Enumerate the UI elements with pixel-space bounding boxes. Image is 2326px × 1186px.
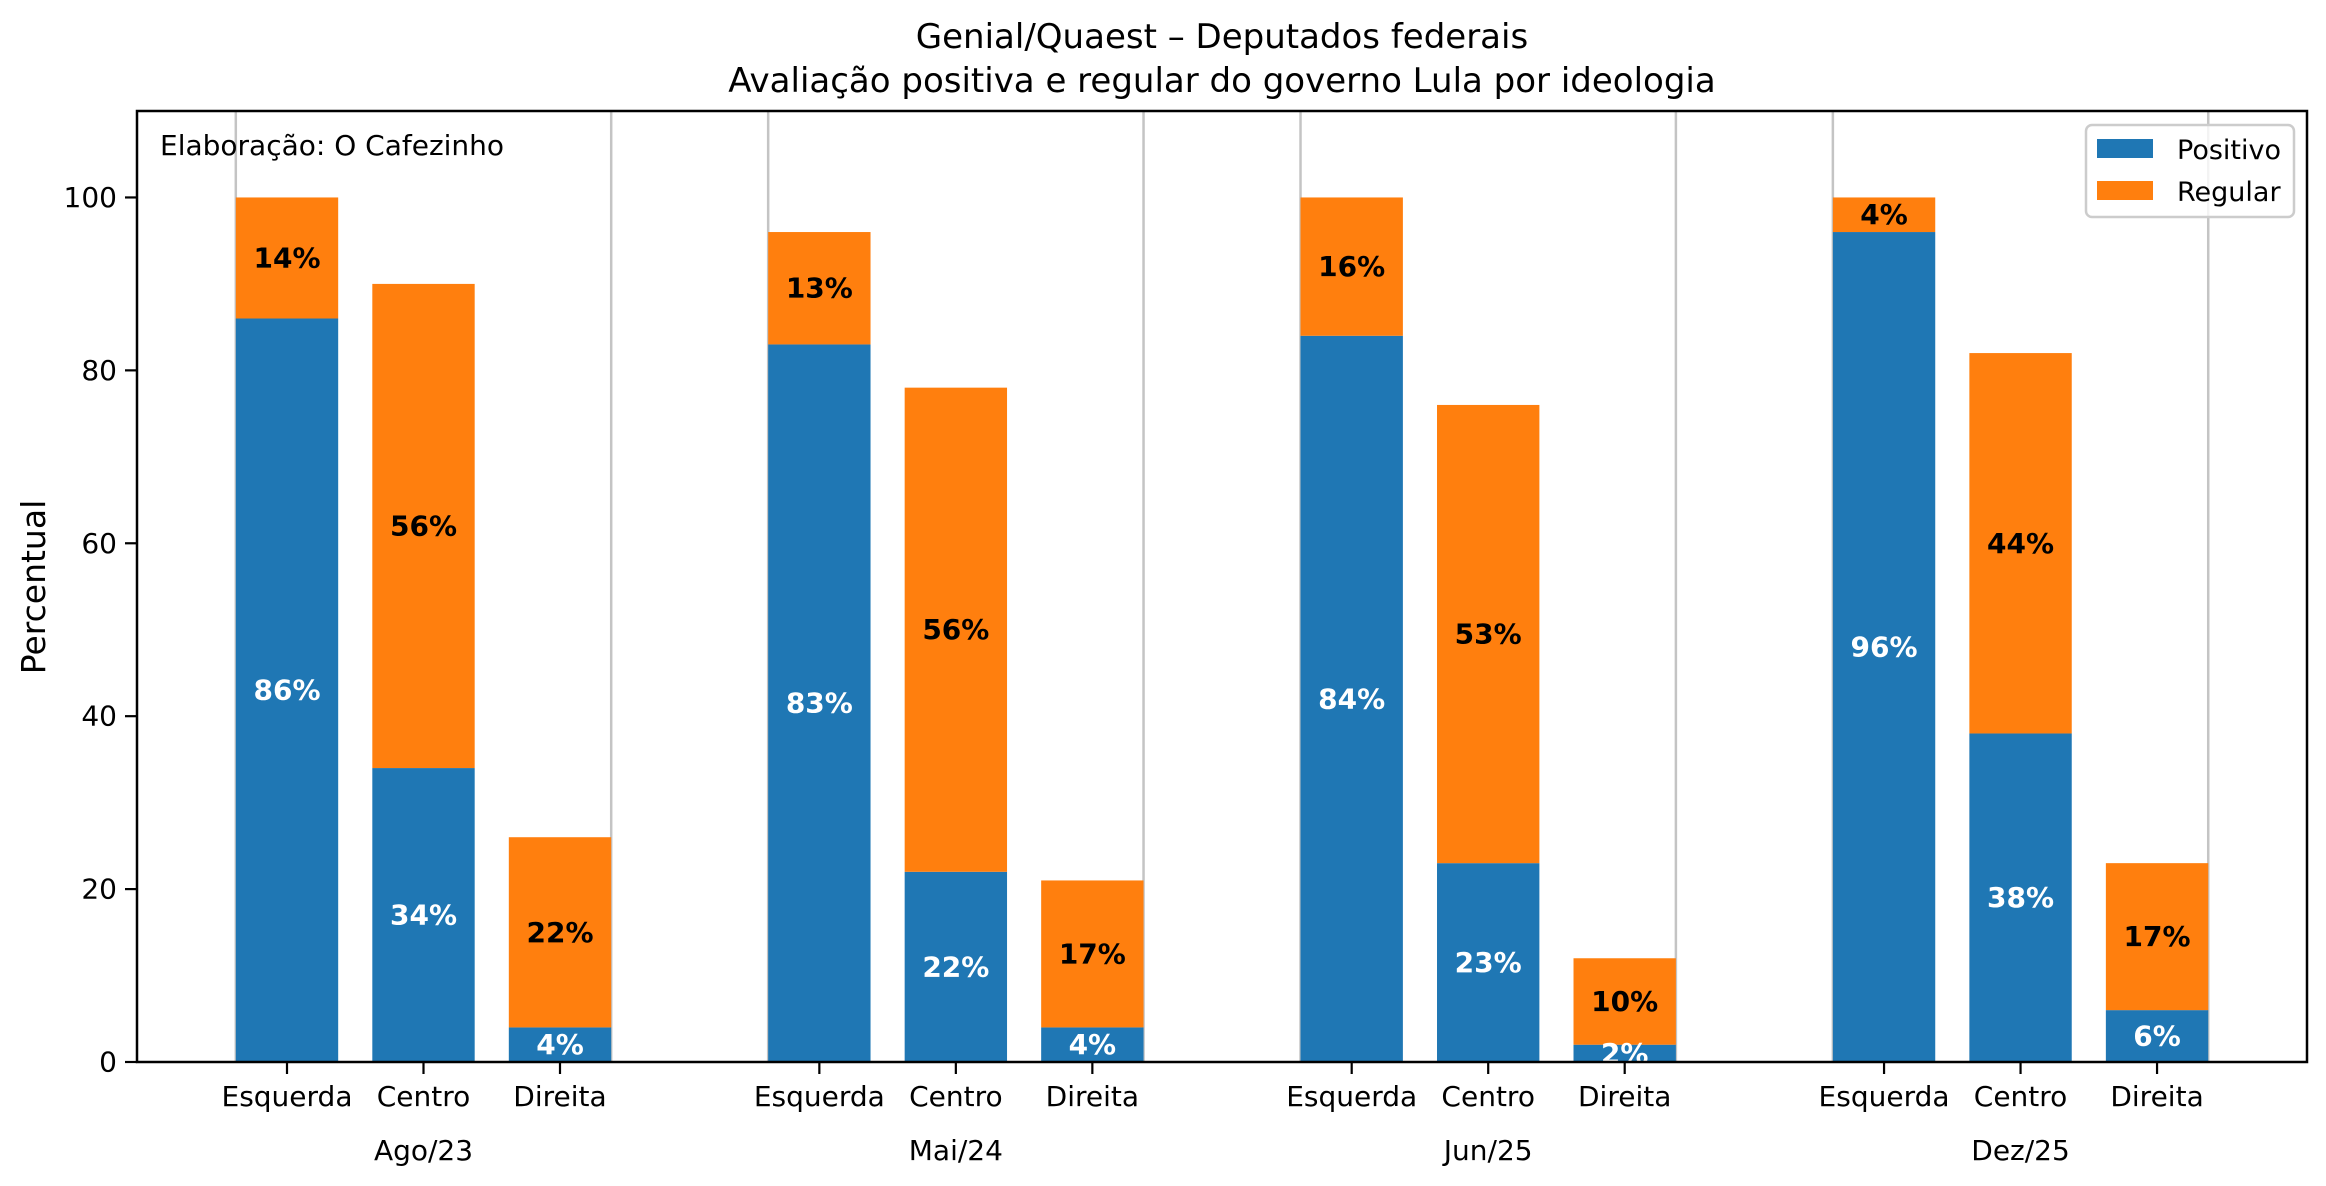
data-label-positivo: 6% [2133, 1020, 2181, 1053]
legend-swatch-positivo [2097, 139, 2153, 158]
x-tick-label: Centro [1441, 1080, 1535, 1113]
bar-regular [768, 232, 871, 345]
y-tick-label: 40 [81, 700, 117, 733]
bar-regular [1832, 197, 1936, 233]
x-axis: Esquerda Centro Direita Ago/23 Esquerda Centr… [222, 1062, 2204, 1167]
data-label-positivo: 34% [390, 899, 457, 932]
data-label-regular: 17% [1059, 937, 1126, 970]
data-label-regular: 4% [1860, 198, 1908, 231]
data-label-positivo: 84% [1318, 682, 1385, 715]
y-tick-label: 80 [81, 354, 117, 387]
bar-regular [904, 387, 1008, 872]
bar-positivo [2105, 1010, 2209, 1062]
chart-title-line-2: Avaliação positiva e regular do governo … [728, 61, 1715, 101]
y-axis-label: Percentual [14, 500, 53, 674]
data-label-regular: 10% [1591, 985, 1658, 1018]
x-tick-label: Centro [909, 1080, 1003, 1113]
data-label-regular: 44% [1987, 527, 2054, 560]
data-label-regular: 22% [526, 916, 593, 949]
bar-positivo [768, 344, 871, 1063]
data-label-positivo: 83% [786, 687, 853, 720]
bar-positivo [1041, 1027, 1144, 1062]
data-label-positivo: 4% [1069, 1028, 1117, 1061]
data-label-regular: 56% [922, 613, 989, 646]
bar-regular [1437, 404, 1540, 864]
x-tick-label: Direita [513, 1080, 606, 1113]
data-label-regular: 14% [253, 241, 320, 274]
legend: Positivo Regular [2084, 123, 2296, 219]
legend-swatch-regular [2097, 181, 2153, 200]
x-tick-label: Esquerda [1286, 1080, 1417, 1113]
y-axis: 0 20 40 60 80 100 [64, 181, 137, 1079]
bar-positivo [1300, 335, 1403, 1062]
bar-regular [2105, 863, 2209, 1011]
chart-title-line-1: Genial/Quaest – Deputados federais [916, 17, 1528, 57]
data-label-positivo: 4% [536, 1028, 584, 1061]
bar-positivo [1437, 863, 1540, 1062]
y-tick-label: 60 [81, 527, 117, 560]
x-tick-label: Centro [1974, 1080, 2068, 1113]
bar-regular [508, 837, 612, 1028]
x-tick-label: Esquerda [754, 1080, 885, 1113]
bar-regular [1300, 197, 1403, 336]
bar-positivo [508, 1027, 612, 1062]
bar-regular [1573, 958, 1676, 1045]
bar-positivo [1969, 733, 2072, 1062]
bar-regular [235, 197, 339, 319]
bar-regular [372, 283, 475, 769]
bar-labels: 86% 14% 34% 56% 4% 22% 83% 13% 22% 56% 4% 17% 84% 16%… [253, 198, 2190, 1070]
bar-positivo [372, 768, 475, 1062]
bar-positivo [904, 871, 1008, 1062]
data-label-positivo: 86% [253, 674, 320, 707]
x-group-label: Dez/25 [1971, 1134, 2070, 1167]
y-tick-label: 100 [64, 181, 117, 214]
y-tick-label: 20 [81, 873, 117, 906]
x-tick-label: Direita [2110, 1080, 2203, 1113]
x-group-label: Jun/25 [1442, 1134, 1533, 1167]
x-group-label: Ago/23 [374, 1134, 473, 1167]
x-tick-label: Esquerda [222, 1080, 353, 1113]
x-tick-label: Direita [1578, 1080, 1671, 1113]
data-label-regular: 13% [786, 272, 853, 305]
data-label-regular: 17% [2124, 920, 2191, 953]
bar-regular [1041, 880, 1144, 1028]
legend-label-regular: Regular [2177, 177, 2281, 208]
data-label-positivo: 22% [922, 950, 989, 983]
x-tick-label: Centro [377, 1080, 471, 1113]
legend-label-positivo: Positivo [2177, 135, 2281, 166]
bar-regular [1969, 353, 2072, 734]
data-label-positivo: 96% [1851, 631, 1918, 664]
bar-positivo [1832, 232, 1936, 1062]
data-label-regular: 56% [390, 509, 457, 542]
data-label-regular: 16% [1318, 250, 1385, 283]
x-tick-label: Esquerda [1819, 1080, 1950, 1113]
bar-positivo [1573, 1044, 1676, 1062]
plot-frame [135, 109, 2309, 1064]
y-tick-label: 0 [99, 1046, 117, 1079]
x-tick-label: Direita [1046, 1080, 1139, 1113]
bars [235, 197, 2209, 1063]
x-group-label: Mai/24 [909, 1134, 1003, 1167]
bar-positivo [235, 318, 339, 1062]
data-label-positivo: 23% [1455, 946, 1522, 979]
data-label-regular: 53% [1455, 618, 1522, 651]
source-annotation: Elaboração: O Cafezinho [160, 129, 504, 162]
data-label-positivo: 38% [1987, 881, 2054, 914]
